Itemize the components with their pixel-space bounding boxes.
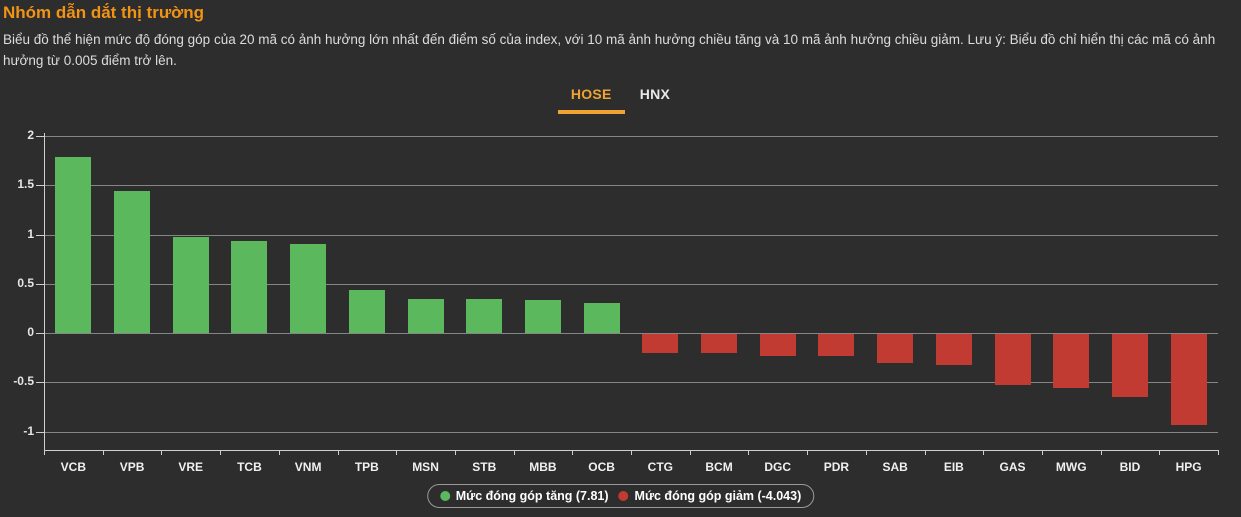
x-axis-label-EIB: EIB — [943, 460, 964, 474]
x-axis-tick — [689, 450, 691, 455]
bar-STB[interactable] — [466, 298, 503, 333]
legend-dot-positive-icon — [439, 491, 450, 501]
x-axis-label-HPG: HPG — [1175, 460, 1202, 474]
bar-VPB[interactable] — [114, 191, 151, 333]
tab-hose[interactable]: HOSE — [557, 84, 625, 114]
contribution-bar-chart: 2 1.5 1 0.5 0 -0.5 -1 VCB VPB VRE TCB VNM TPB MSN STB M… — [13, 128, 1219, 474]
x-axis-label-TCB: TCB — [237, 460, 262, 474]
y-axis-tick — [36, 234, 44, 236]
bar-BID[interactable] — [1111, 334, 1148, 398]
x-axis-tick — [572, 450, 574, 455]
bar-TPB[interactable] — [348, 289, 385, 333]
bar-GAS[interactable] — [994, 334, 1031, 386]
x-axis-tick — [865, 450, 867, 455]
x-axis-tick — [748, 450, 750, 455]
x-axis-label-STB: STB — [472, 460, 497, 474]
bar-MSN[interactable] — [407, 298, 444, 333]
x-axis-label-BCM: BCM — [705, 460, 733, 474]
bar-MBB[interactable] — [524, 299, 561, 333]
x-axis-label-MWG: MWG — [1055, 460, 1087, 474]
x-axis-tick — [807, 450, 809, 455]
y-axis-label: -1 — [23, 423, 34, 438]
y-axis-line — [44, 133, 45, 450]
y-axis-tick — [36, 136, 44, 137]
legend-dot-negative-icon — [618, 491, 629, 501]
legend-item-negative[interactable]: Mức đóng góp giảm (-4.043) — [618, 489, 802, 503]
gridline — [44, 333, 1218, 334]
x-axis-tick — [278, 450, 280, 455]
legend-label-negative: Mức đóng góp giảm (-4.043) — [634, 489, 802, 503]
x-axis-tick — [1218, 450, 1219, 455]
bar-VNM[interactable] — [290, 244, 327, 333]
x-axis-tick — [396, 450, 398, 455]
x-axis-label-PDR: PDR — [823, 460, 850, 474]
y-axis-tick — [36, 431, 44, 433]
y-axis-tick — [36, 382, 44, 384]
y-axis-label: 1 — [27, 226, 34, 241]
x-axis-tick — [337, 450, 339, 455]
x-axis-label-MBB: MBB — [529, 460, 557, 474]
y-axis-tick — [36, 185, 44, 187]
bar-DGC[interactable] — [759, 334, 796, 356]
x-axis-tick — [1100, 450, 1102, 455]
exchange-tabs: HOSE HNX — [0, 84, 1241, 114]
x-axis-label-BID: BID — [1119, 460, 1141, 474]
x-axis-label-DGC: DGC — [764, 460, 792, 474]
bar-MWG[interactable] — [1053, 334, 1090, 389]
x-axis-label-VRE: VRE — [178, 460, 204, 474]
tab-hnx[interactable]: HNX — [639, 86, 671, 102]
gridline — [44, 136, 1218, 137]
legend-item-positive[interactable]: Mức đóng góp tăng (7.81) — [439, 489, 609, 503]
x-axis-tick — [44, 450, 45, 455]
gridline — [44, 382, 1218, 384]
x-axis-tick — [220, 450, 222, 455]
x-axis-tick — [513, 450, 515, 455]
bar-PDR[interactable] — [818, 334, 855, 356]
x-axis-tick — [924, 450, 926, 455]
bar-VRE[interactable] — [172, 237, 209, 333]
chart-description: Biểu đồ thể hiện mức độ đóng góp của 20 … — [3, 32, 1216, 68]
legend-label-positive: Mức đóng góp tăng (7.81) — [455, 489, 609, 503]
x-axis-tick — [161, 450, 163, 455]
gridline — [44, 185, 1218, 187]
x-axis-label-GAS: GAS — [999, 460, 1026, 474]
x-axis-tick — [1159, 450, 1161, 455]
bar-VCB[interactable] — [55, 156, 92, 333]
bar-BCM[interactable] — [701, 334, 738, 353]
bar-EIB[interactable] — [935, 334, 972, 365]
x-axis-label-TPB: TPB — [354, 460, 379, 474]
bar-CTG[interactable] — [642, 334, 679, 353]
y-axis-label: 1.5 — [17, 177, 34, 192]
x-axis-label-VCB: VCB — [60, 460, 87, 474]
chart-legend: Mức đóng góp tăng (7.81) Mức đóng góp gi… — [426, 484, 815, 508]
gridline — [44, 234, 1218, 236]
x-axis-label-SAB: SAB — [882, 460, 908, 474]
gridline — [44, 283, 1218, 285]
x-axis-tick — [631, 450, 632, 455]
y-axis-label: 0.5 — [17, 275, 34, 290]
x-axis-label-OCB: OCB — [588, 460, 615, 474]
y-axis-label: 2 — [27, 128, 34, 142]
x-axis-tick — [102, 450, 104, 455]
x-axis-label-VPB: VPB — [119, 460, 145, 474]
bar-OCB[interactable] — [583, 303, 620, 333]
gridline — [44, 431, 1218, 433]
x-axis-tick — [1041, 450, 1043, 455]
x-axis-label-CTG: CTG — [647, 460, 674, 474]
bar-HPG[interactable] — [1170, 334, 1207, 425]
y-axis-label: -0.5 — [13, 374, 34, 389]
y-axis-tick — [36, 333, 44, 334]
x-axis-tick — [454, 450, 456, 455]
y-axis-tick — [36, 283, 44, 285]
x-axis-label-MSN: MSN — [412, 460, 439, 474]
y-axis-label: 0 — [27, 325, 34, 339]
bar-TCB[interactable] — [231, 241, 268, 333]
bar-SAB[interactable] — [877, 334, 914, 363]
x-axis-label-VNM: VNM — [294, 460, 322, 474]
page-title: Nhóm dẫn dắt thị trường — [3, 3, 204, 22]
x-axis-tick — [983, 450, 985, 455]
